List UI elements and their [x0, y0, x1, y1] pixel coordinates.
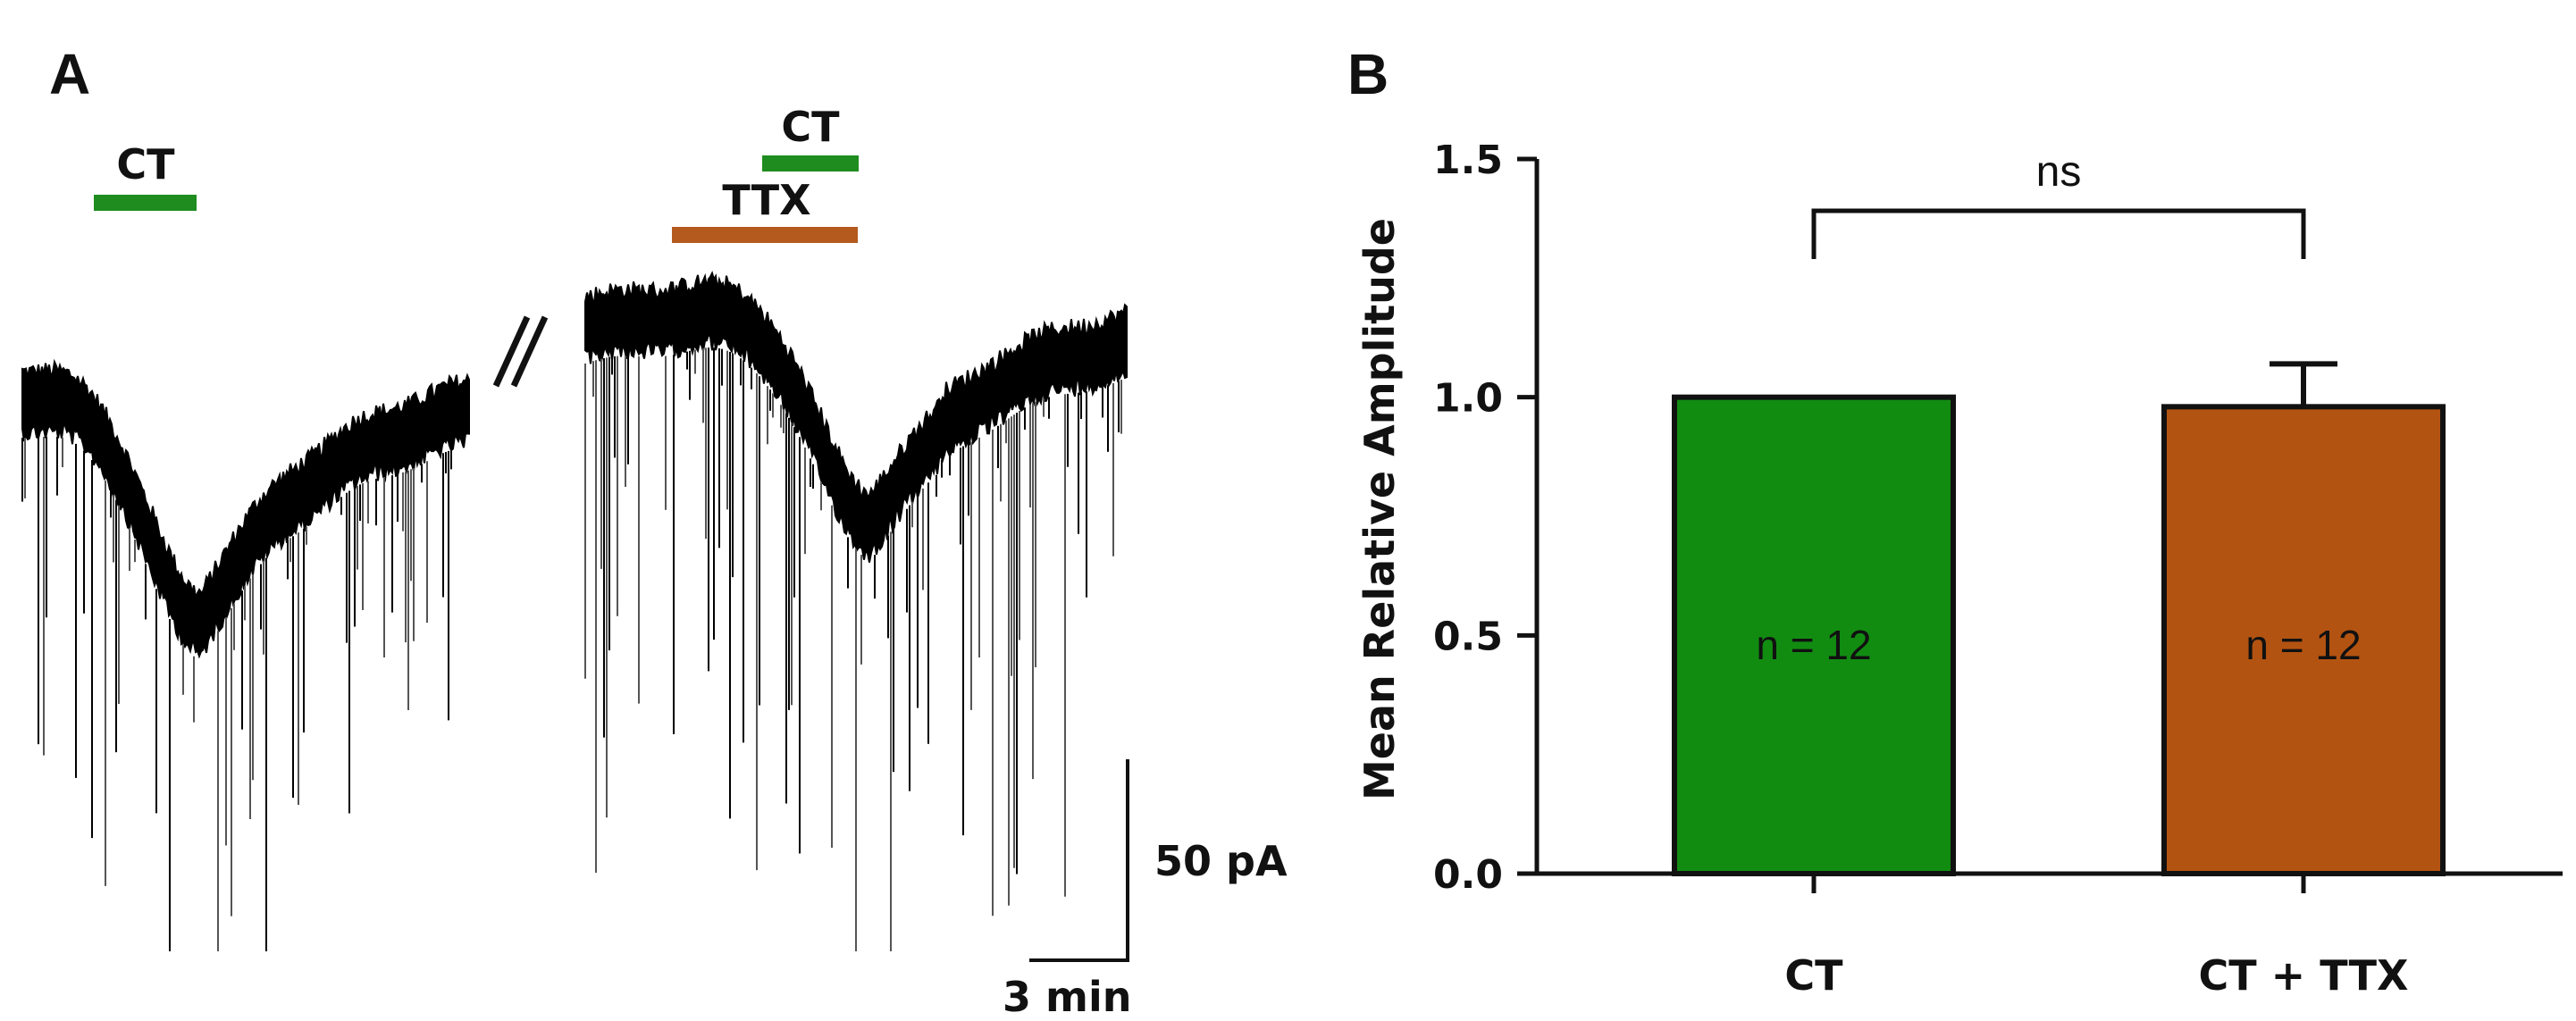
trace1-ct-label: CT — [116, 140, 175, 188]
trace2-ttx-label: TTX — [722, 176, 810, 224]
panel-a: A CT CT TTX 50 pA 3 min — [21, 42, 1288, 1021]
scale-bar — [1029, 759, 1129, 962]
significance-bracket — [1811, 208, 2306, 259]
axis-break-mark — [492, 315, 549, 388]
x-tick-label: CT — [1784, 951, 1843, 1000]
scale-bar-x-label: 3 min — [1003, 973, 1131, 1021]
bar-n-label: n = 12 — [2245, 622, 2361, 668]
panel-a-letter: A — [49, 42, 90, 106]
bar — [1672, 394, 1956, 876]
current-trace-2 — [584, 270, 1128, 951]
current-trace-1 — [21, 358, 470, 951]
y-tick-label: 0.0 — [1433, 852, 1503, 898]
trace1-ct-bar — [94, 195, 197, 211]
panel-b-letter: B — [1347, 42, 1389, 106]
y-tick-label: 0.5 — [1433, 614, 1503, 659]
y-axis-label: Mean Relative Amplitude — [1355, 218, 1404, 800]
x-tick-label: CT + TTX — [2199, 951, 2409, 1000]
trace2-ct-label: CT — [781, 103, 840, 151]
significance-label: ns — [2036, 148, 2082, 196]
y-tick-label: 1.5 — [1433, 138, 1503, 183]
bar-n-label: n = 12 — [1756, 622, 1871, 668]
trace2-ttx-bar — [672, 227, 858, 243]
scale-bar-y-label: 50 pA — [1154, 837, 1288, 885]
trace-band — [584, 270, 1128, 563]
trace2-ct-bar — [762, 155, 859, 172]
panel-b: B Mean Relative Amplitude 0.0 0.5 1.0 1.5 n … — [1347, 42, 2563, 1000]
trace-band — [21, 358, 470, 659]
y-tick-label: 1.0 — [1433, 376, 1503, 422]
bar-chart: 0.0 0.5 1.0 1.5 n = 12 CT n = 12 CT + TTX ns — [1433, 138, 2563, 1000]
